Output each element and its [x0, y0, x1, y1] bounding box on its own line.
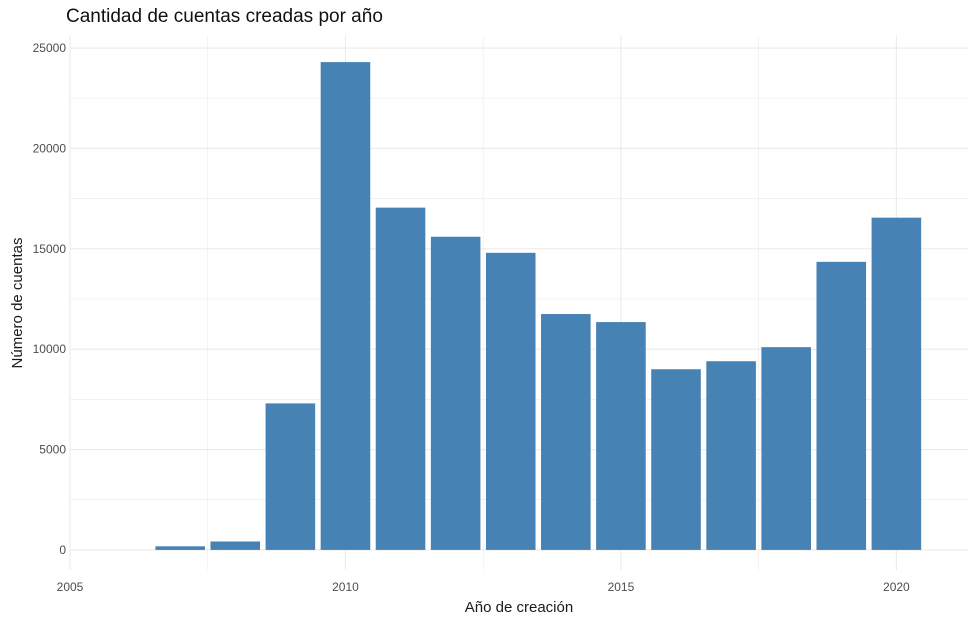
x-tick-label: 2005: [57, 580, 84, 594]
bars-layer: [155, 62, 922, 550]
x-tick-label: 2010: [332, 580, 359, 594]
chart-title: Cantidad de cuentas creadas por año: [66, 6, 383, 27]
y-tick-label: 0: [59, 543, 66, 557]
y-axis-title: Número de cuentas: [9, 238, 26, 369]
x-tick-label: 2020: [883, 580, 910, 594]
y-tick-label: 25000: [33, 41, 67, 55]
bar-2020: [871, 217, 922, 550]
bar-2017: [706, 361, 756, 550]
bar-2011: [375, 207, 426, 550]
x-tick-labels: 2005 2010 2015 2020: [57, 580, 910, 594]
bar-2016: [651, 369, 701, 550]
bar-2008: [210, 541, 261, 550]
y-tick-labels: 0 5000 10000 15000 20000 25000: [33, 41, 67, 557]
x-axis-title: Año de creación: [465, 599, 573, 616]
bar-2013: [485, 252, 536, 550]
bar-2010: [320, 62, 371, 550]
y-tick-label: 20000: [33, 141, 67, 155]
bar-2018: [761, 347, 811, 550]
x-tick-label: 2015: [608, 580, 635, 594]
bar-2007: [155, 546, 205, 550]
bar-2014: [541, 314, 591, 550]
bar-2015: [596, 322, 646, 550]
y-tick-label: 10000: [33, 342, 67, 356]
y-tick-label: 15000: [33, 242, 67, 256]
bar-2019: [816, 261, 867, 550]
bar-2009: [265, 403, 316, 550]
bar-2012: [430, 236, 481, 550]
y-tick-label: 5000: [39, 443, 66, 457]
